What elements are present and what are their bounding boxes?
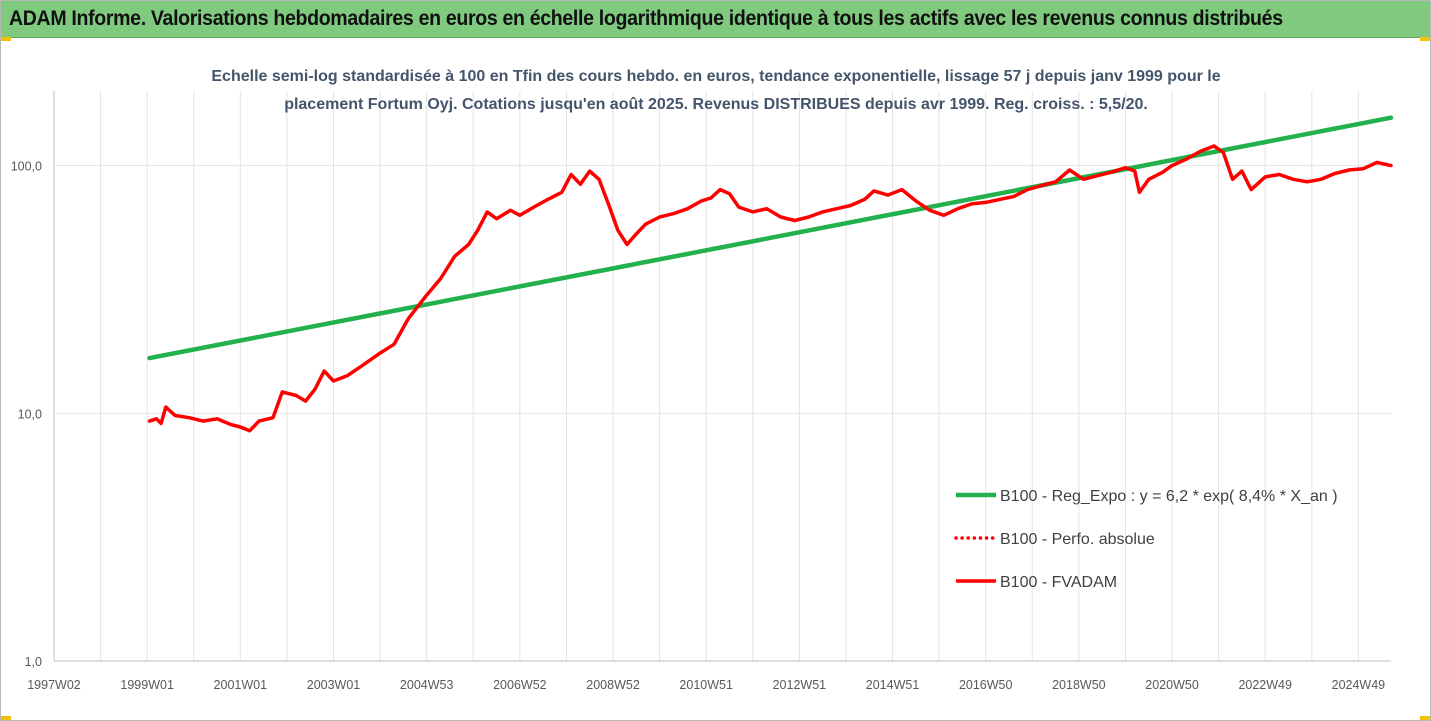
x-tick-label: 2018W50 — [1052, 678, 1106, 692]
x-tick-label: 2014W51 — [866, 678, 920, 692]
x-tick-label: 2001W01 — [214, 678, 268, 692]
x-tick-label: 2020W50 — [1145, 678, 1199, 692]
corner-marker-top-left — [1, 37, 11, 41]
y-tick-label: 100,0 — [11, 160, 42, 174]
legend-item-fvadam-label: B100 - FVADAM — [1000, 574, 1117, 591]
chart-subtitle-line-2: placement Fortum Oyj. Cotations jusqu'en… — [284, 96, 1148, 113]
corner-marker-bottom-left — [1, 716, 11, 720]
legend-item-regression-label: B100 - Reg_Expo : y = 6,2 * exp( 8,4% * … — [1000, 488, 1338, 505]
y-tick-label: 1,0 — [25, 655, 42, 669]
corner-marker-bottom-right — [1420, 716, 1430, 720]
x-tick-label: 2012W51 — [773, 678, 827, 692]
x-tick-label: 2004W53 — [400, 678, 454, 692]
y-tick-label: 10,0 — [18, 407, 42, 421]
x-tick-label: 1997W02 — [27, 678, 81, 692]
x-tick-label: 1999W01 — [120, 678, 174, 692]
series-line-regression — [147, 115, 1394, 361]
report-banner: ADAM Informe. Valorisations hebdomadaire… — [1, 1, 1430, 38]
series-line-fvadam — [147, 144, 1393, 433]
x-tick-label: 2003W01 — [307, 678, 361, 692]
x-tick-label: 2022W49 — [1238, 678, 1292, 692]
legend-item-perfo-absolue-label: B100 - Perfo. absolue — [1000, 531, 1155, 548]
x-tick-label: 2024W49 — [1332, 678, 1386, 692]
x-tick-label: 2010W51 — [679, 678, 733, 692]
x-tick-label: 2016W50 — [959, 678, 1013, 692]
report-title: ADAM Informe. Valorisations hebdomadaire… — [9, 7, 1283, 30]
chart-legend: B100 - Reg_Expo : y = 6,2 * exp( 8,4% * … — [954, 488, 1338, 591]
x-tick-label: 2006W52 — [493, 678, 547, 692]
corner-marker-top-right — [1420, 37, 1430, 41]
x-tick-label: 2008W52 — [586, 678, 640, 692]
chart-subtitle-line-1: Echelle semi-log standardisée à 100 en T… — [211, 68, 1220, 85]
